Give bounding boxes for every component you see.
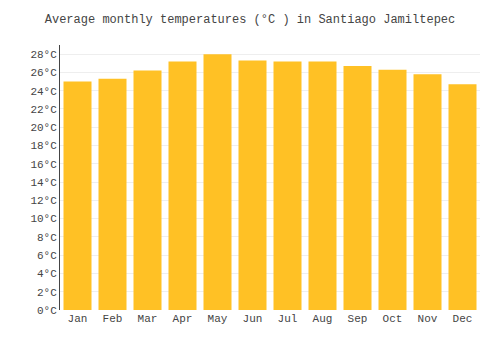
svg-text:2°C: 2°C: [37, 287, 57, 299]
svg-text:Jan: Jan: [68, 313, 88, 325]
svg-text:8°C: 8°C: [37, 232, 57, 244]
svg-text:Aug: Aug: [313, 313, 333, 325]
svg-text:Feb: Feb: [103, 313, 123, 325]
svg-text:14°C: 14°C: [30, 177, 57, 189]
svg-text:Mar: Mar: [138, 313, 158, 325]
svg-text:24°C: 24°C: [30, 86, 57, 98]
svg-text:Jun: Jun: [243, 313, 263, 325]
svg-text:16°C: 16°C: [30, 159, 57, 171]
svg-text:Average monthly temperatures (: Average monthly temperatures (°C ) in Sa…: [45, 13, 455, 27]
svg-text:May: May: [208, 313, 228, 325]
svg-text:Jul: Jul: [278, 313, 298, 325]
svg-text:Dec: Dec: [453, 313, 473, 325]
svg-text:20°C: 20°C: [30, 122, 57, 134]
svg-text:26°C: 26°C: [30, 67, 57, 79]
svg-text:22°C: 22°C: [30, 104, 57, 116]
svg-text:Apr: Apr: [173, 313, 193, 325]
svg-text:28°C: 28°C: [30, 49, 57, 61]
svg-text:4°C: 4°C: [37, 268, 57, 280]
svg-text:Nov: Nov: [418, 313, 438, 325]
svg-text:18°C: 18°C: [30, 140, 57, 152]
svg-text:10°C: 10°C: [30, 213, 57, 225]
svg-text:12°C: 12°C: [30, 195, 57, 207]
svg-text:Sep: Sep: [348, 313, 368, 325]
svg-text:0°C: 0°C: [37, 305, 57, 317]
svg-text:Oct: Oct: [383, 313, 403, 325]
svg-text:6°C: 6°C: [37, 250, 57, 262]
